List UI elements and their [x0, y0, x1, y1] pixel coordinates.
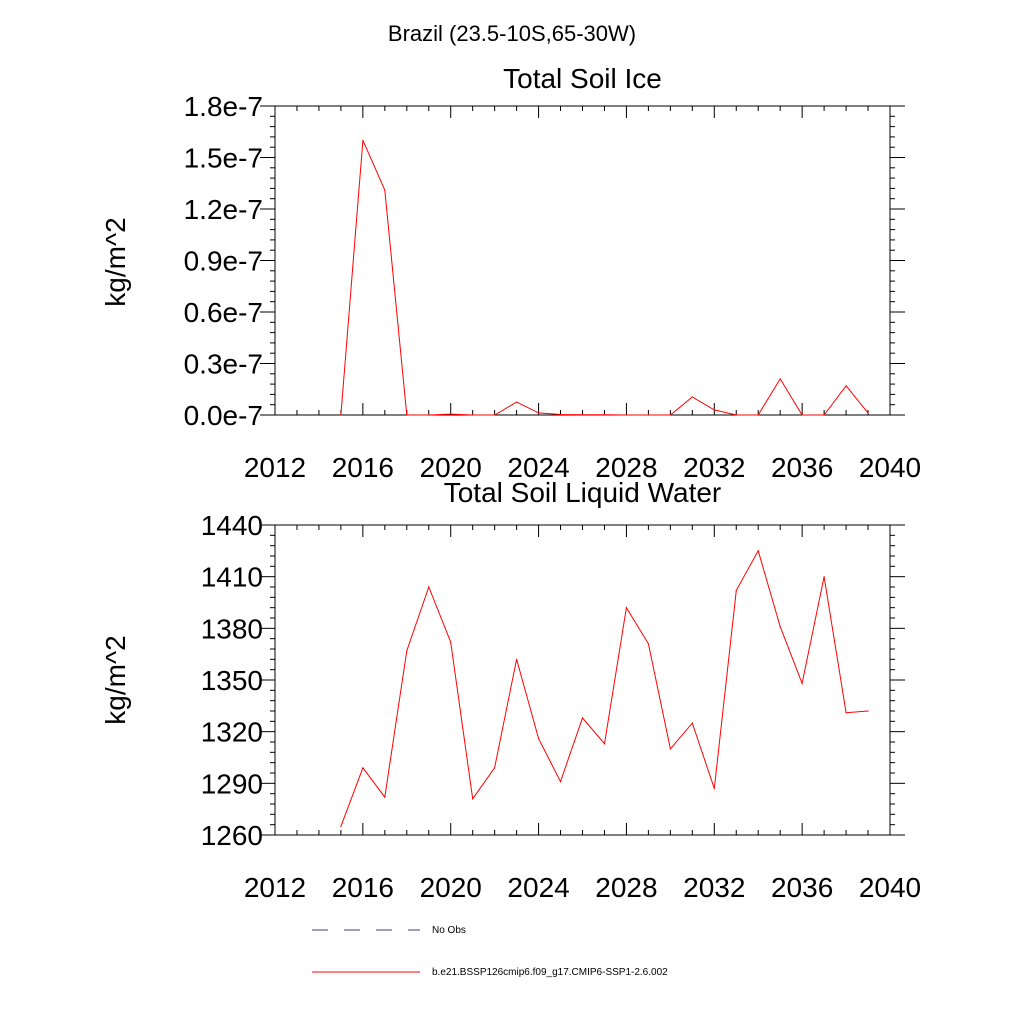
- y-tick-label: 0.9e-7: [184, 246, 263, 277]
- series-line: [340, 140, 869, 416]
- data-point: [823, 576, 825, 578]
- y-tick-label: 1380: [201, 613, 263, 644]
- data-point: [757, 414, 759, 416]
- data-point: [516, 401, 518, 403]
- y-tick-label: 1410: [201, 562, 263, 593]
- data-point: [779, 626, 781, 628]
- data-point: [537, 737, 540, 740]
- figure-title: Brazil (23.5-10S,65-30W): [388, 21, 636, 46]
- x-tick-label: 2024: [507, 872, 569, 903]
- data-point: [340, 825, 342, 827]
- x-tick-label: 2036: [771, 872, 833, 903]
- series-line: [340, 549, 869, 827]
- data-point: [603, 743, 606, 745]
- data-point: [559, 413, 562, 416]
- data-point: [340, 414, 342, 416]
- x-tick-label: 2012: [244, 452, 306, 483]
- y-tick-label: 1.5e-7: [184, 143, 263, 174]
- data-point: [801, 414, 803, 416]
- data-point: [669, 748, 671, 750]
- data-point: [713, 787, 715, 790]
- data-point: [647, 643, 649, 645]
- data-point: [691, 396, 693, 398]
- data-point: [779, 378, 781, 380]
- data-point: [647, 414, 649, 416]
- panel-title: Total Soil Liquid Water: [444, 477, 722, 508]
- x-tick-label: 2040: [859, 872, 921, 903]
- data-point: [713, 409, 715, 411]
- data-point: [823, 414, 825, 416]
- x-tick-label: 2028: [595, 872, 657, 903]
- plot-frame: [274, 105, 891, 416]
- data-point: [537, 412, 540, 414]
- legend-label-no-obs: No Obs: [432, 925, 466, 936]
- x-tick-label: 2016: [332, 872, 394, 903]
- y-tick-label: 0.6e-7: [184, 297, 263, 328]
- data-point: [450, 413, 452, 415]
- soil-ice-panel: 2012 2016 2020 2024 2028 2032 2036 2040 0.0e-7 0.…: [100, 63, 921, 483]
- x-tick-label: 2040: [859, 452, 921, 483]
- data-point: [757, 550, 759, 552]
- x-tick-label: 2020: [420, 872, 482, 903]
- data-point: [472, 798, 474, 800]
- legend-label-model: b.e21.BSSP126cmip6.f09_g17.CMIP6-SSP1-2.…: [432, 967, 668, 978]
- x-tick-label: 2024: [507, 452, 569, 483]
- y-axis-label: kg/m^2: [100, 635, 131, 724]
- data-point: [494, 767, 496, 769]
- y-tick-label: 1260: [201, 820, 263, 851]
- y-tick-label: 0.0e-7: [184, 400, 263, 431]
- x-tick-label: 2020: [420, 452, 482, 483]
- y-tick-label: 1350: [201, 665, 263, 696]
- data-point: [362, 767, 364, 769]
- plot-frame: [274, 524, 891, 836]
- y-axis-label: kg/m^2: [100, 217, 131, 306]
- y-tick-label: 0.3e-7: [184, 349, 263, 380]
- data-point: [428, 414, 430, 416]
- x-tick-label: 2032: [683, 452, 745, 483]
- data-point: [494, 414, 496, 416]
- data-point: [625, 607, 628, 609]
- data-point: [581, 414, 584, 416]
- y-tick-label: 1290: [201, 768, 263, 799]
- y-tick-label: 1.8e-7: [184, 91, 263, 122]
- data-point: [384, 189, 386, 191]
- data-point: [845, 712, 847, 714]
- data-point: [735, 414, 737, 416]
- data-point: [735, 589, 737, 592]
- data-point: [362, 139, 364, 141]
- x-tick-label: 2032: [683, 872, 745, 903]
- data-point: [603, 414, 606, 416]
- data-point: [406, 414, 408, 416]
- data-point: [691, 722, 693, 724]
- data-point: [801, 682, 803, 685]
- data-point: [669, 414, 671, 416]
- data-point: [516, 658, 518, 660]
- x-tick-label: 2012: [244, 872, 306, 903]
- data-point: [867, 412, 869, 414]
- y-tick-label: 1.2e-7: [184, 194, 263, 225]
- y-tick-label: 1320: [201, 717, 263, 748]
- data-point: [384, 796, 386, 798]
- x-tick-label: 2016: [332, 452, 394, 483]
- x-tick-label: 2028: [595, 452, 657, 483]
- data-point: [472, 414, 474, 416]
- legend: No Obs b.e21.BSSP126cmip6.f09_g17.CMIP6-…: [312, 925, 668, 978]
- panel-title: Total Soil Ice: [503, 63, 662, 94]
- x-tick-label: 2036: [771, 452, 833, 483]
- data-point: [559, 781, 562, 783]
- data-point: [581, 717, 584, 719]
- data-point: [845, 385, 847, 387]
- data-point: [428, 586, 430, 588]
- data-point: [625, 414, 628, 416]
- data-point: [867, 710, 869, 712]
- data-point: [406, 650, 408, 652]
- soil-liquid-water-panel: 2012 2016 2020 2024 2028 2032 2036 2040 1260 1290…: [100, 477, 921, 903]
- y-tick-label: 1440: [201, 510, 263, 541]
- data-point: [450, 641, 452, 643]
